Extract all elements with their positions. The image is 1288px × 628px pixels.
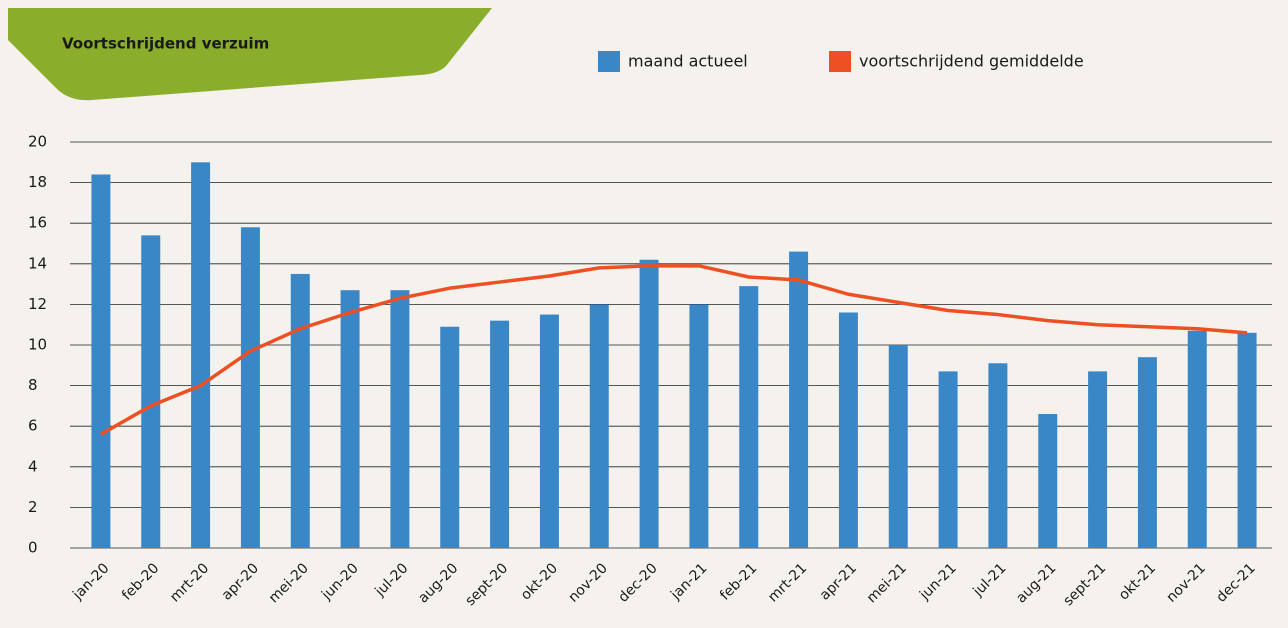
bar — [290, 273, 310, 548]
bar — [539, 314, 559, 548]
bar — [1237, 332, 1257, 548]
y-tick-label: 14 — [28, 254, 47, 272]
bar — [589, 304, 609, 548]
chart-title: Voortschrijdend verzuim — [62, 35, 269, 53]
y-tick-label: 18 — [28, 173, 47, 191]
y-tick-label: 8 — [28, 376, 38, 394]
bar — [191, 162, 211, 549]
bar — [789, 251, 809, 548]
bar — [1187, 330, 1207, 548]
y-tick-label: 4 — [28, 457, 38, 475]
y-tick-label: 0 — [28, 539, 38, 557]
bar — [440, 326, 460, 548]
title-banner — [8, 8, 492, 101]
bar — [141, 235, 161, 548]
bar — [1038, 414, 1058, 548]
bar — [1088, 371, 1108, 548]
legend-swatch — [829, 51, 851, 72]
bar — [340, 290, 360, 548]
bar — [739, 286, 759, 548]
bar — [490, 320, 510, 548]
bar — [91, 174, 111, 549]
y-tick-label: 16 — [28, 214, 47, 232]
y-tick-label: 2 — [28, 498, 38, 516]
bar — [888, 345, 908, 548]
bar — [938, 371, 958, 548]
y-tick-label: 10 — [28, 336, 47, 354]
legend-swatch — [598, 51, 620, 72]
legend-label: maand actueel — [628, 52, 748, 71]
bar — [838, 312, 858, 548]
bar — [1137, 357, 1157, 548]
y-tick-label: 6 — [28, 417, 38, 435]
legend-label: voortschrijdend gemiddelde — [859, 52, 1084, 71]
y-tick-label: 20 — [28, 133, 47, 151]
y-tick-label: 12 — [28, 295, 47, 313]
bar — [240, 227, 260, 548]
bar — [689, 304, 709, 548]
bar — [988, 363, 1008, 548]
line — [100, 264, 1248, 436]
bar — [390, 290, 410, 548]
bar — [639, 259, 659, 548]
